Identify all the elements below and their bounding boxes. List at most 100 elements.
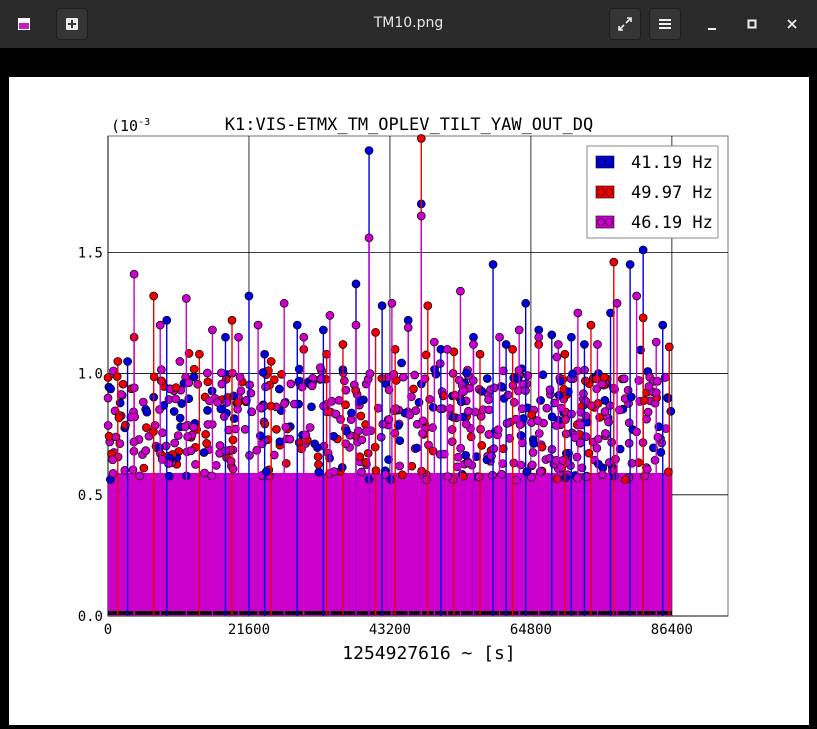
noise-point	[384, 385, 394, 395]
noise-point	[184, 349, 194, 358]
noise-point	[527, 410, 536, 420]
data-point	[560, 349, 570, 359]
noise-point	[277, 369, 286, 379]
data-point	[658, 320, 668, 330]
noise-point	[331, 409, 341, 419]
noise-point	[213, 398, 223, 407]
image-viewer: (10-3 K1:VIS-ETMX_TM_OPLEV_TILT_YAW_OUT_…	[0, 48, 817, 725]
data-point	[351, 279, 361, 289]
noise-point	[509, 458, 519, 468]
data-point	[260, 349, 269, 359]
noise-point	[561, 473, 571, 483]
data-point	[371, 328, 380, 337]
data-point	[638, 245, 648, 255]
noise-point	[199, 448, 209, 457]
data-point	[387, 298, 397, 308]
noise-point	[484, 430, 494, 439]
legend-marker	[605, 188, 613, 196]
noise-point	[528, 448, 538, 457]
x-tick-label: 64800	[510, 622, 552, 638]
noise-point	[340, 376, 349, 386]
noise-point	[490, 383, 499, 393]
noise-point	[604, 417, 613, 427]
noise-markers	[103, 345, 676, 616]
data-point	[609, 257, 619, 267]
noise-point	[447, 425, 457, 434]
data-point	[651, 337, 661, 347]
noise-point	[627, 458, 637, 468]
noise-point	[642, 464, 652, 474]
noise-point	[456, 397, 466, 407]
maximize-icon	[747, 19, 757, 29]
noise-point	[120, 466, 130, 475]
data-point	[416, 211, 426, 221]
data-point	[612, 298, 622, 308]
data-point	[456, 286, 465, 296]
legend-label: 41.19 Hz	[631, 153, 713, 173]
close-button[interactable]	[780, 12, 804, 36]
noise-point	[217, 368, 226, 378]
noise-point	[376, 432, 386, 442]
noise-point	[222, 398, 232, 407]
noise-point	[365, 369, 375, 378]
data-point	[181, 294, 191, 303]
noise-point	[484, 405, 494, 415]
noise-point	[189, 422, 198, 432]
series-2	[129, 211, 661, 616]
noise-point	[522, 467, 532, 477]
noise-point	[542, 403, 552, 413]
noise-point	[428, 402, 438, 412]
noise-point	[551, 421, 561, 430]
noise-point	[644, 382, 654, 391]
noise-point	[458, 471, 468, 481]
noise-point	[397, 358, 406, 368]
data-point	[638, 313, 648, 323]
noise-point	[142, 407, 152, 417]
noise-point	[581, 376, 590, 386]
noise-point	[128, 465, 138, 475]
data-point	[338, 340, 348, 349]
noise-point	[412, 443, 422, 453]
noise-point	[171, 394, 181, 404]
noise-point	[235, 372, 245, 382]
data-point	[495, 332, 504, 342]
noise-point	[103, 393, 113, 403]
fullscreen-icon	[618, 17, 632, 31]
plot-area: 0 21600 43200 64800 86400 0.0 0.5 1.0 1.5	[78, 134, 729, 638]
noise-point	[619, 374, 629, 384]
noise-point	[171, 383, 181, 392]
new-tab-button[interactable]	[56, 8, 88, 40]
legend-marker	[597, 218, 605, 226]
noise-point	[608, 466, 617, 476]
noise-point	[361, 457, 371, 467]
noise-point	[650, 455, 660, 465]
data-point	[501, 340, 511, 349]
noise-point	[261, 382, 270, 392]
noise-point	[411, 406, 421, 415]
noise-point	[509, 373, 519, 383]
noise-point	[598, 470, 607, 479]
maximize-button[interactable]	[740, 12, 764, 36]
noise-point	[118, 379, 128, 389]
fullscreen-button[interactable]	[609, 8, 641, 40]
noise-point	[572, 452, 582, 462]
noise-point	[493, 425, 503, 435]
data-point	[162, 315, 172, 325]
data-point	[469, 332, 478, 342]
noise-point	[558, 456, 568, 465]
noise-point	[211, 460, 221, 470]
noise-point	[108, 455, 117, 465]
data-point	[606, 308, 615, 318]
minimize-button[interactable]	[700, 12, 724, 36]
legend-label: 49.97 Hz	[631, 183, 713, 203]
data-point	[227, 315, 237, 325]
noise-point	[228, 464, 238, 474]
noise-point	[301, 430, 311, 440]
noise-point	[269, 450, 279, 460]
y-tick-label: 0.0	[78, 609, 103, 625]
noise-point	[447, 437, 457, 447]
data-point	[234, 332, 243, 342]
app-icon	[8, 8, 40, 40]
noise-point	[484, 395, 493, 404]
menu-button[interactable]	[649, 8, 681, 40]
